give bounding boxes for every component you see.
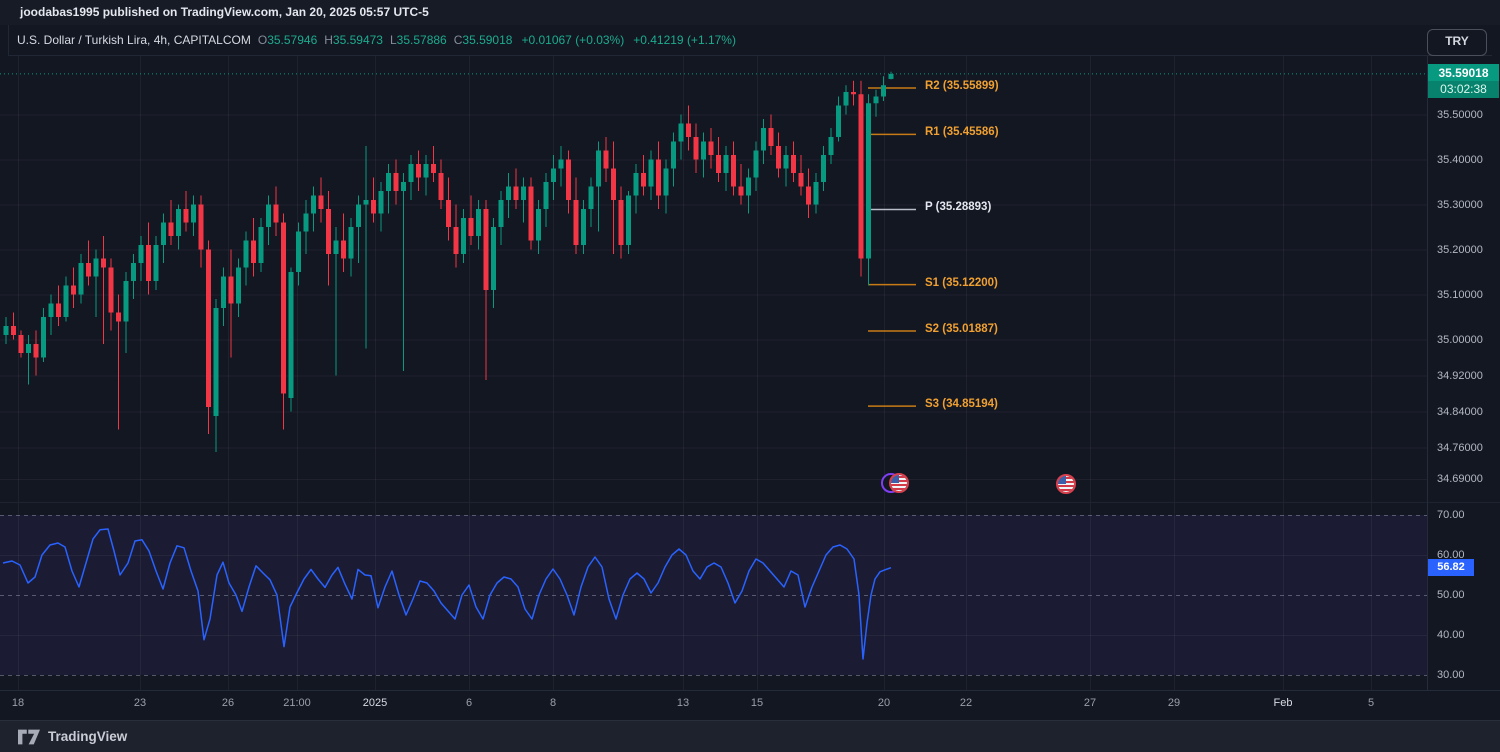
price-tick-label: 34.92000 [1437,369,1483,382]
time-tick-label: 2025 [362,697,388,709]
day-change: +0.41219 (+1.17%) [633,33,736,47]
bar-change: +0.01067 (+0.03%) [521,33,625,47]
rsi-tick-label: 70.00 [1437,509,1465,521]
chart-legend: U.S. Dollar / Turkish Lira, 4h, CAPITALC… [8,25,1492,56]
ohlc-open: O35.57946 [257,33,318,47]
time-tick-label: 15 [750,697,764,709]
pivot-label-s2: S2 (35.01887) [925,323,998,335]
pivot-label-r2: R2 (35.55899) [925,79,999,92]
time-tick-label: 27 [1083,697,1097,709]
price-tick-label: 35.00000 [1437,333,1483,346]
bar-countdown: 03:02:38 [1428,81,1499,98]
time-tick-label: 23 [133,697,147,709]
price-axis-separator [1427,56,1428,690]
ohlc-close: C35.59018 [453,33,513,47]
time-tick-label: Feb [1273,697,1293,709]
ohlc-low: L35.57886 [389,33,447,47]
rsi-tick-label: 50.00 [1437,589,1465,601]
footer-bar: TradingView [0,720,1500,752]
time-tick-label: 22 [959,697,973,709]
price-tick-label: 35.10000 [1437,288,1483,301]
last-price-label: 35.59018 03:02:38 [1428,64,1499,98]
tradingview-logo-icon[interactable] [18,729,40,745]
rsi-tick-label: 30.00 [1437,669,1465,681]
pivot-label-r1: R1 (35.45586) [925,126,999,139]
ohlc-high: H35.59473 [324,33,383,47]
price-tick-label: 35.30000 [1437,198,1483,211]
price-tick-label: 34.84000 [1437,405,1483,418]
time-tick-label: 29 [1167,697,1181,709]
currency-toggle-button[interactable]: TRY [1427,29,1487,56]
rsi-tick-label: 40.00 [1437,629,1465,641]
publish-line: joodabas1995 published on TradingView.co… [20,5,429,19]
time-tick-label: 20 [877,697,891,709]
pivot-label-s1: S1 (35.12200) [925,276,998,289]
brand-link[interactable]: TradingView [48,729,128,744]
symbol-title[interactable]: U.S. Dollar / Turkish Lira, 4h, CAPITALC… [17,33,251,47]
time-tick-label: 18 [11,697,25,709]
pivot-label-p: P (35.28893) [925,201,992,214]
price-tick-label: 34.76000 [1437,441,1483,454]
time-tick-label: 6 [465,697,473,709]
price-tick-label: 35.50000 [1437,108,1483,121]
rsi-pane[interactable] [0,503,1427,690]
main-chart-pane[interactable] [0,56,1427,502]
pivot-label-s3: S3 (34.85194) [925,398,998,411]
rsi-tick-label: 60.00 [1437,549,1465,561]
price-tick-label: 35.20000 [1437,243,1483,256]
rsi-value-label: 56.82 [1428,559,1474,576]
last-price-value: 35.59018 [1428,64,1499,81]
time-tick-label: 5 [1367,697,1375,709]
time-axis-separator [0,690,1500,691]
pane-separator[interactable] [0,502,1500,503]
publish-info-bar: joodabas1995 published on TradingView.co… [0,0,1500,25]
time-tick-label: 21:00 [283,697,311,709]
price-tick-label: 34.69000 [1437,473,1483,485]
time-tick-label: 26 [221,697,235,709]
price-tick-label: 35.40000 [1437,153,1483,166]
time-tick-label: 8 [549,697,557,709]
time-tick-label: 13 [676,697,690,709]
